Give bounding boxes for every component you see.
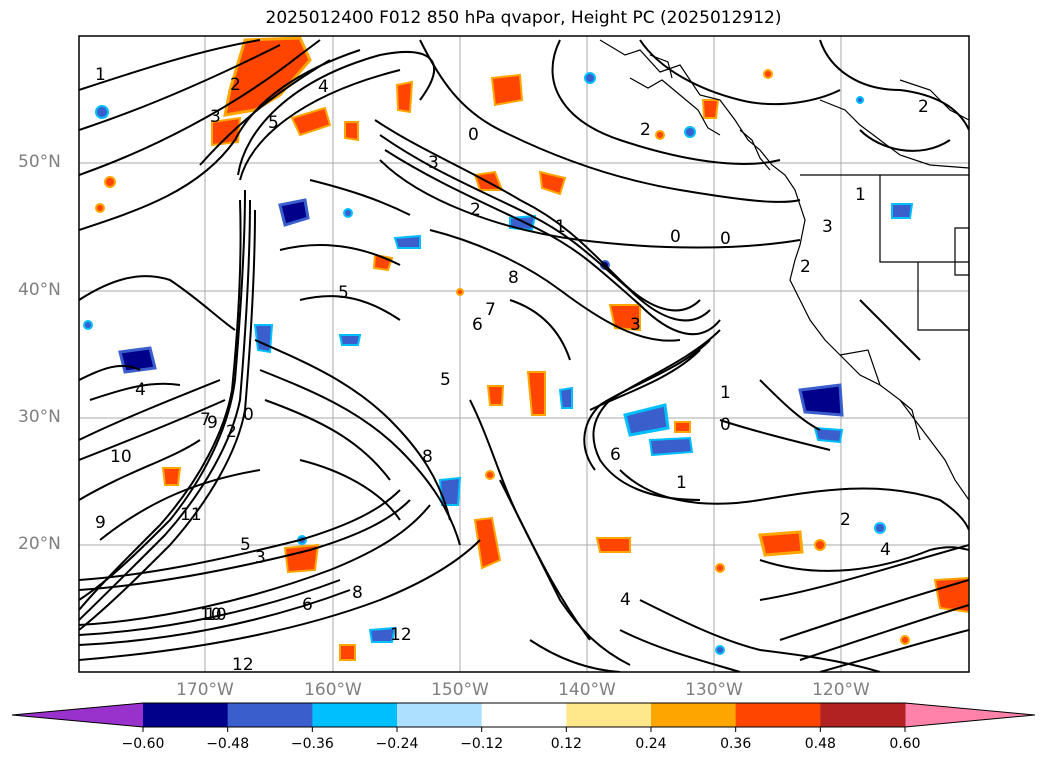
colorbar-tick-label: −0.36 [290, 736, 334, 752]
colorbar-tick-label: −0.60 [121, 736, 165, 752]
map-title: 2025012400 F012 850 hPa qvapor, Height P… [265, 8, 782, 28]
contour-label: 2 [226, 422, 237, 442]
contour-label: 0 [243, 405, 254, 425]
contour-label: 3 [210, 107, 221, 127]
contour-label: 8 [352, 583, 363, 603]
map-frame [78, 35, 970, 673]
colorbar-tick-label: 0.48 [804, 736, 836, 752]
contour-label: 4 [135, 380, 146, 400]
contour-label: 6 [472, 315, 483, 335]
contour-label: 11 [180, 505, 202, 525]
contour-label: 10 [200, 605, 222, 625]
contour-label: 1 [855, 185, 866, 205]
colorbar-tick-label: 0.12 [550, 736, 582, 752]
colorbar-tick-label: 0.24 [635, 736, 667, 752]
contour-label: 2 [230, 75, 241, 95]
contour-label: 6 [302, 595, 313, 615]
colorbar-tick-label: 0.36 [720, 736, 752, 752]
contour-label: 1 [676, 473, 687, 493]
lon-label-120w: 120°W [812, 680, 870, 700]
lat-label-20n: 20°N [18, 534, 61, 554]
contour-label: 2 [800, 257, 811, 277]
contour-label: 2 [640, 120, 651, 140]
contour-label: 5 [440, 370, 451, 390]
contour-label: 12 [390, 625, 412, 645]
contour-label: 8 [508, 268, 519, 288]
colorbar-tick-label: −0.12 [460, 736, 504, 752]
contour-label: 1 [95, 65, 106, 85]
contour-label: 7 [485, 300, 496, 320]
lon-label-170w: 170°W [176, 680, 234, 700]
colorbar-tick-label: −0.48 [206, 736, 250, 752]
contour-label: 0 [720, 415, 731, 435]
contour-label: 10 [110, 447, 132, 467]
lon-label-160w: 160°W [304, 680, 362, 700]
contour-label: 4 [318, 77, 329, 97]
contour-label: 12 [232, 655, 254, 675]
colorbar-tick-label: −0.24 [375, 736, 419, 752]
lat-label-30n: 30°N [18, 407, 61, 427]
qvapor-negative-anomalies [83, 72, 914, 655]
contour-label: 6 [610, 445, 621, 465]
contour-label: 2 [840, 510, 851, 530]
contour-label: 9 [95, 513, 106, 533]
contour-label: 5 [240, 535, 251, 555]
contour-label: 3 [255, 548, 266, 568]
contour-label: 1 [720, 383, 731, 403]
contour-label: 0 [468, 125, 479, 145]
lat-label-40n: 40°N [18, 280, 61, 300]
contour-label: 5 [268, 113, 279, 133]
contour-label: 10 [205, 605, 227, 625]
contour-label: 9 [207, 413, 218, 433]
lat-label-50n: 50°N [18, 152, 61, 172]
colorbar-tick-label: 0.60 [889, 736, 921, 752]
contour-label: 3 [630, 315, 641, 335]
contour-label: 4 [620, 590, 631, 610]
contour-label: 3 [822, 217, 833, 237]
contour-label: 8 [422, 447, 433, 467]
contour-label: 5 [338, 283, 349, 303]
contour-label: 0 [670, 227, 681, 247]
contour-label: 0 [720, 229, 731, 249]
contour-label: 1 [555, 217, 566, 237]
contour-label: 2 [470, 200, 481, 220]
lon-label-150w: 150°W [431, 680, 489, 700]
qvapor-positive-anomalies [95, 36, 969, 661]
coastlines [599, 39, 969, 501]
height-contours [79, 39, 969, 672]
lon-label-130w: 130°W [685, 680, 743, 700]
contour-label: 7 [200, 410, 211, 430]
contour-label: 2 [918, 97, 929, 117]
contour-label: 4 [880, 540, 891, 560]
lon-label-140w: 140°W [558, 680, 616, 700]
contour-label: 3 [428, 153, 439, 173]
